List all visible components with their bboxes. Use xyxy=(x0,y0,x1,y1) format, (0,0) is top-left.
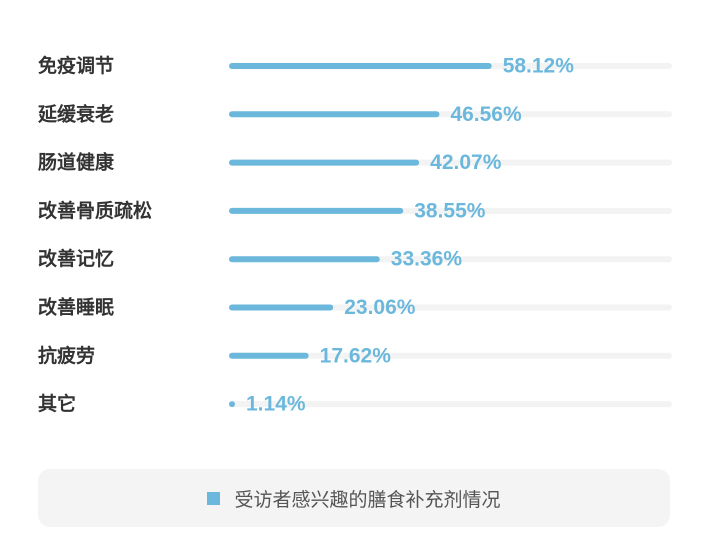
bar xyxy=(229,207,404,214)
chart-canvas: 免疫调节 58.12% 延缓衰老 46.56% 肠道健康 42.07% 改善骨质疏松 38.5… xyxy=(37,54,672,416)
legend-swatch xyxy=(207,491,221,505)
category-label: 改善睡眠 xyxy=(38,296,114,319)
bar-row: 抗疲劳 17.62% xyxy=(38,344,672,367)
bar-row: 改善记忆 33.36% xyxy=(38,247,672,271)
legend-label: 受访者感兴趣的膳食补充剂情况 xyxy=(234,488,501,511)
data-label: 58.12% xyxy=(503,55,575,78)
bar-track xyxy=(229,401,672,408)
bar-row: 其它 1.14% xyxy=(38,392,672,416)
data-label: 23.06% xyxy=(344,296,416,319)
data-label: 46.56% xyxy=(450,103,522,126)
category-label: 改善骨质疏松 xyxy=(38,199,152,222)
data-label: 42.07% xyxy=(430,151,502,174)
bar xyxy=(229,352,309,359)
bar xyxy=(229,111,440,118)
category-label: 肠道健康 xyxy=(38,151,115,174)
bar xyxy=(229,401,235,408)
data-label: 38.55% xyxy=(414,199,486,222)
bar-chart: 免疫调节 58.12% 延缓衰老 46.56% 肠道健康 42.07% 改善骨质疏松 38.5… xyxy=(37,54,672,416)
data-label: 1.14% xyxy=(246,393,306,416)
category-label: 改善记忆 xyxy=(38,247,114,270)
category-label: 免疫调节 xyxy=(38,54,114,77)
legend: 受访者感兴趣的膳食补充剂情况 xyxy=(38,469,670,527)
category-label: 抗疲劳 xyxy=(38,344,95,367)
bar-row: 改善睡眠 23.06% xyxy=(38,296,672,319)
data-label: 17.62% xyxy=(320,344,392,367)
category-label: 其它 xyxy=(38,392,76,415)
bar-row: 改善骨质疏松 38.55% xyxy=(38,199,672,222)
bar-row: 肠道健康 42.07% xyxy=(38,151,672,174)
bar-track xyxy=(229,304,672,311)
bar xyxy=(229,256,380,263)
bar-track xyxy=(229,352,672,359)
bar xyxy=(229,304,334,311)
category-label: 延缓衰老 xyxy=(37,102,114,125)
data-label: 33.36% xyxy=(391,248,463,271)
bar-row: 延缓衰老 46.56% xyxy=(37,102,672,126)
bar xyxy=(229,159,420,166)
bar-row: 免疫调节 58.12% xyxy=(38,54,672,78)
bar xyxy=(229,63,492,69)
